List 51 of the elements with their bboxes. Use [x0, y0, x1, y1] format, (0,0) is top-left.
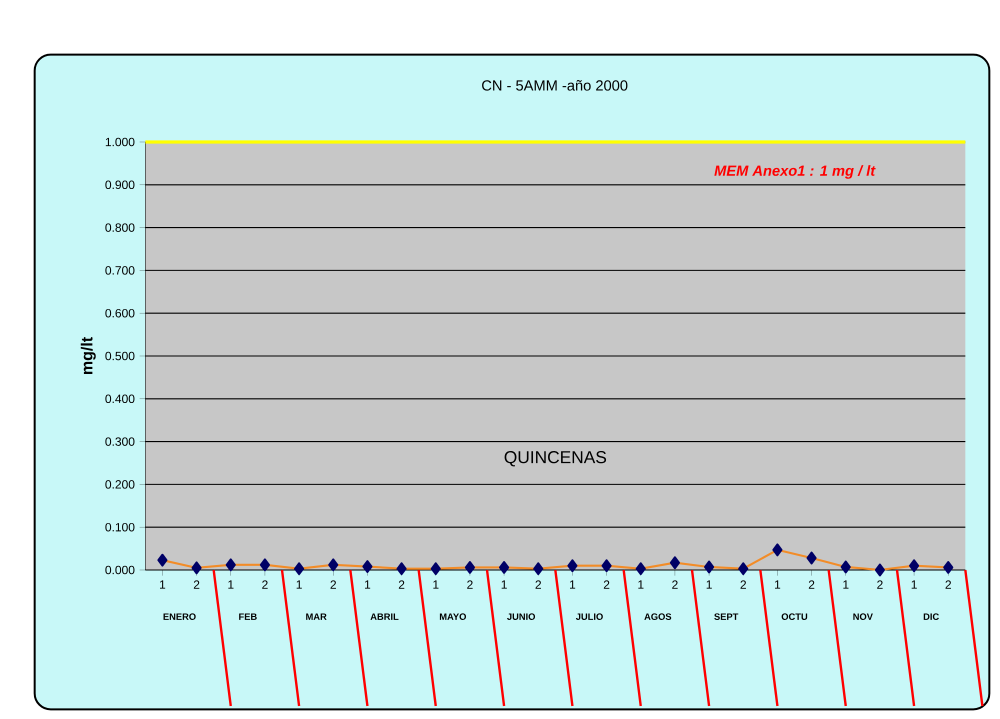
x-tick-label: 2: [604, 580, 610, 589]
text: AGOS: [644, 614, 672, 620]
x-tick-label: 1: [365, 580, 370, 589]
x-tick-label: 2: [808, 580, 814, 589]
x-axis-title: QUINCENAS: [504, 451, 606, 467]
x-tick-label: 1: [775, 580, 780, 589]
x-tick-label: 2: [467, 580, 473, 589]
x-tick-label: 2: [194, 580, 200, 589]
x-tick-label: 1: [160, 580, 166, 589]
x-tick-label: 1: [296, 580, 302, 589]
y-tick-label: 1.000: [106, 138, 134, 146]
x-tick-label: 2: [740, 580, 746, 589]
y-tick-label: 0.800: [105, 224, 134, 232]
text: SEPT: [714, 614, 738, 620]
x-tick-label: 2: [672, 580, 678, 589]
text: ABRIL: [370, 614, 398, 620]
x-tick-label: 2: [536, 580, 541, 589]
y-tick-label: 0.200: [105, 480, 134, 489]
text: MAYO: [440, 614, 466, 620]
text: ENERO: [164, 614, 196, 620]
text: JUNIO: [507, 614, 536, 620]
y-tick-label: 0.000: [105, 566, 134, 574]
y-tick-label: 0.900: [105, 180, 134, 190]
chart-title: CN - 5AMM -año 2000: [482, 80, 628, 91]
y-tick-label: 0.300: [105, 438, 134, 446]
x-tick-label: 2: [398, 580, 404, 589]
x-tick-label: 1: [502, 580, 507, 589]
x-tick-label: 1: [570, 580, 576, 589]
ref-line-label: MEM Anexo1 : 1 mg / lt: [714, 165, 876, 179]
x-tick-label: 1: [228, 580, 234, 589]
text: DIC: [924, 614, 939, 620]
text: NOV: [853, 614, 873, 620]
y-tick-label: 0.400: [105, 394, 134, 404]
x-tick-label: 1: [843, 580, 848, 589]
x-tick-label: 2: [330, 580, 336, 589]
x-tick-label: 1: [433, 580, 438, 589]
x-tick-label: 2: [946, 580, 951, 589]
text: MAR: [306, 614, 327, 620]
x-tick-label: 2: [262, 580, 268, 589]
x-tick-label: 1: [912, 580, 917, 589]
y-axis-title: mg/lt: [80, 337, 96, 374]
y-tick-label: 0.100: [105, 523, 134, 532]
text: OCTU: [782, 614, 808, 620]
y-tick-label: 0.600: [105, 309, 134, 318]
x-tick-label: 2: [877, 580, 883, 589]
text: FEB: [239, 614, 257, 620]
y-tick-label: 0.700: [105, 266, 134, 275]
x-tick-label: 1: [706, 580, 712, 589]
x-tick-label: 1: [638, 580, 644, 589]
y-tick-label: 0.500: [105, 352, 134, 360]
text: JULIO: [576, 614, 603, 620]
